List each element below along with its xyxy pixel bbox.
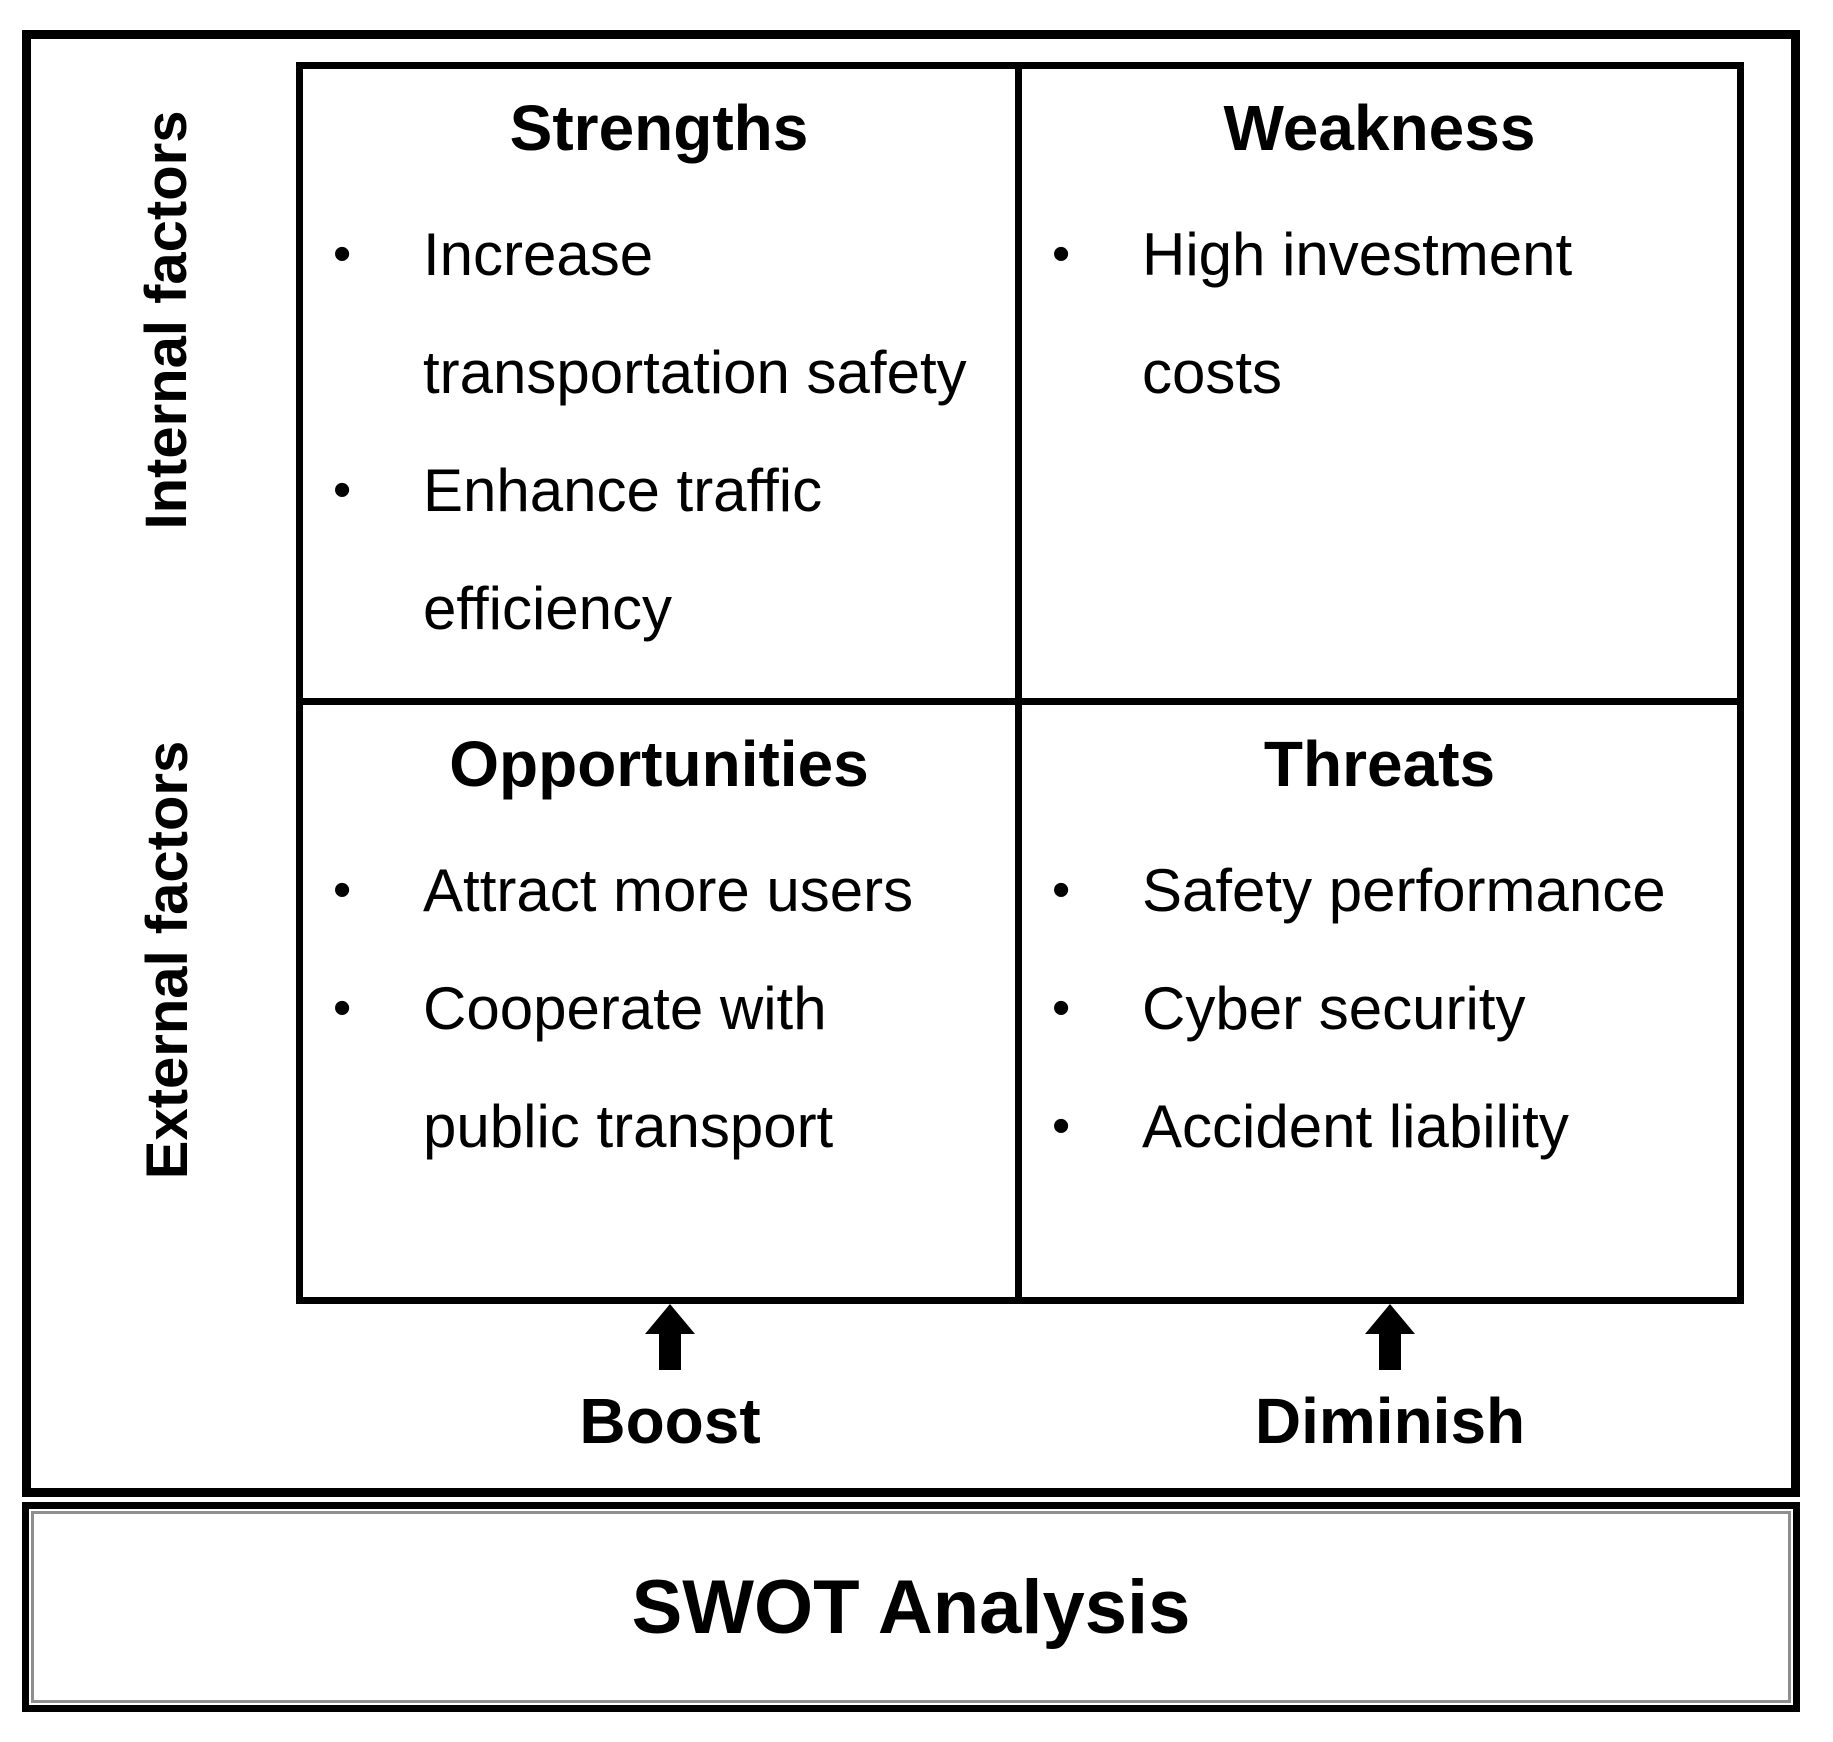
list-item-text: Increase (423, 220, 654, 288)
quadrant-title: Strengths (509, 92, 809, 164)
internal-factors-axis-label: Internal factors (133, 110, 199, 530)
list-item: • Attract more users (303, 831, 1015, 949)
bullet-icon: • (333, 461, 352, 519)
list-item: • Cyber security (1022, 949, 1737, 1067)
list-item-text: Safety performance (1142, 856, 1666, 924)
external-factors-axis-label: External factors (134, 740, 200, 1180)
boost-annotation: Boost (510, 1304, 830, 1458)
quadrant-items: • Attract more users • Cooperate with pu… (303, 831, 1015, 1185)
quadrant-opportunities: Opportunities • Attract more users • Coo… (303, 705, 1022, 1297)
list-item-text: Cooperate with (423, 974, 827, 1042)
list-item-text: Cyber security (1142, 974, 1526, 1042)
quadrant-title: Opportunities (449, 728, 869, 800)
quadrant-items: • Increase transportation safety • Enhan… (303, 195, 1015, 667)
list-item-text: Attract more users (423, 856, 914, 924)
bullet-icon: • (1052, 861, 1071, 919)
up-arrow-icon (1365, 1304, 1415, 1334)
boost-label: Boost (579, 1385, 761, 1457)
list-item: • High investment (1022, 195, 1737, 313)
list-item: • Cooperate with (303, 949, 1015, 1067)
list-item-continuation: costs (1022, 313, 1737, 431)
diminish-label: Diminish (1254, 1385, 1526, 1457)
bullet-icon: • (1052, 979, 1071, 1037)
list-item-text: public transport (423, 1092, 834, 1160)
diminish-annotation: Diminish (1230, 1304, 1550, 1458)
diagram-title: SWOT Analysis (631, 1564, 1191, 1650)
list-item: • Increase (303, 195, 1015, 313)
swot-grid: Strengths • Increase transportation safe… (296, 62, 1744, 1304)
list-item-text: transportation safety (423, 338, 967, 406)
bullet-icon: • (333, 225, 352, 283)
quadrant-threats: Threats • Safety performance • Cyber sec… (1022, 705, 1737, 1297)
up-arrow-shaft (659, 1334, 681, 1370)
caption-banner: SWOT Analysis (22, 1502, 1800, 1712)
quadrant-title: Threats (1263, 728, 1496, 800)
list-item-continuation: transportation safety (303, 313, 1015, 431)
list-item-text: High investment (1142, 220, 1573, 288)
list-item-continuation: efficiency (303, 549, 1015, 667)
quadrant-strengths: Strengths • Increase transportation safe… (303, 69, 1022, 705)
quadrant-weakness: Weakness • High investment costs (1022, 69, 1737, 705)
list-item-text: costs (1142, 338, 1283, 406)
bullet-icon: • (333, 861, 352, 919)
list-item-text: efficiency (423, 574, 673, 642)
bullet-icon: • (1052, 1097, 1071, 1155)
swot-matrix-frame: Internal factors External factors Streng… (22, 30, 1800, 1497)
up-arrow-icon (645, 1304, 695, 1334)
caption-banner-inner: SWOT Analysis (31, 1511, 1791, 1703)
quadrant-title: Weakness (1223, 92, 1536, 164)
quadrant-items: • Safety performance • Cyber security • … (1022, 831, 1737, 1185)
list-item-continuation: public transport (303, 1067, 1015, 1185)
up-arrow-shaft (1379, 1334, 1401, 1370)
list-item: • Safety performance (1022, 831, 1737, 949)
list-item: • Enhance traffic (303, 431, 1015, 549)
bullet-icon: • (333, 979, 352, 1037)
list-item-text: Enhance traffic (423, 456, 823, 524)
list-item: • Accident liability (1022, 1067, 1737, 1185)
quadrant-items: • High investment costs (1022, 195, 1737, 431)
list-item-text: Accident liability (1142, 1092, 1569, 1160)
bullet-icon: • (1052, 225, 1071, 283)
